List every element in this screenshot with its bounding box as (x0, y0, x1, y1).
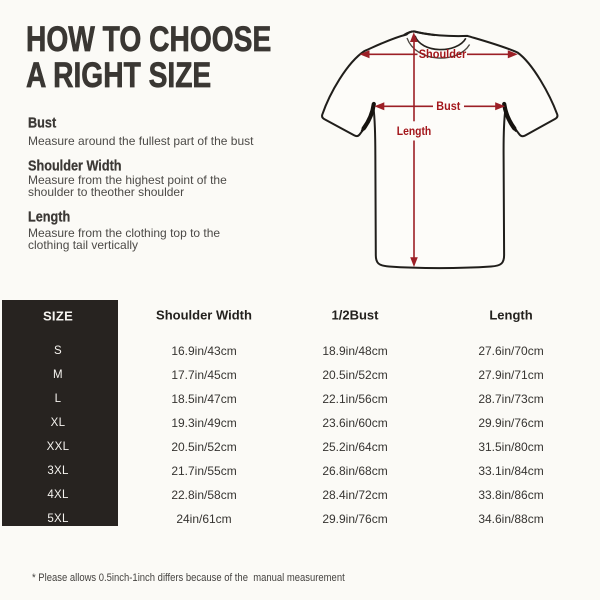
svg-text:Shoulder: Shoulder (419, 49, 467, 61)
svg-text:Length: Length (397, 126, 432, 138)
svg-text:Bust: Bust (436, 101, 460, 113)
